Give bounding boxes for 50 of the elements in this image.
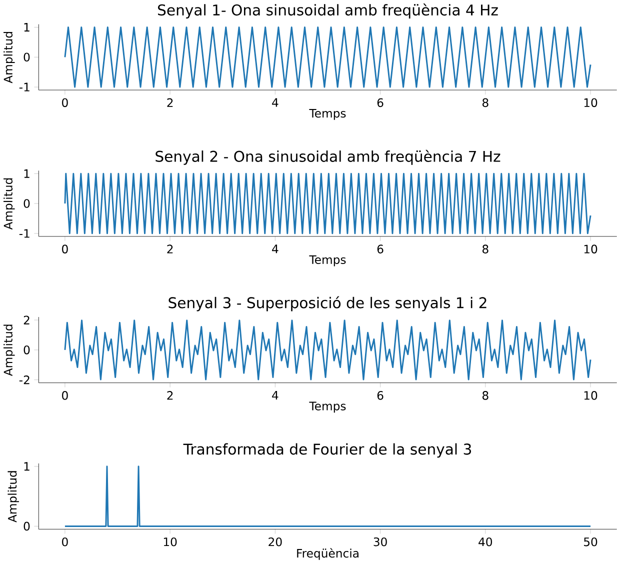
x-tick-label: 4 [272, 98, 278, 107]
x-tick-label: 0 [62, 98, 68, 107]
y-tick-label: -1 [19, 82, 30, 92]
x-tick-label: 4 [272, 244, 278, 253]
chart-title: Senyal 1- Ona sinusoidal amb freqüència 4 Hz [158, 3, 498, 18]
x-axis-title: Temps [309, 108, 346, 120]
y-axis-title: Amplitud [4, 32, 15, 84]
x-tick-label: 10 [164, 537, 177, 546]
line-series [64, 172, 592, 234]
x-tick-label: 6 [377, 244, 384, 254]
x-tick-label: 4 [272, 390, 278, 400]
line-series [64, 319, 592, 380]
x-tick-label: 50 [584, 537, 598, 546]
y-tick-label: 0 [24, 52, 30, 62]
x-tick-label: 8 [482, 244, 488, 254]
y-tick-label: 0 [24, 345, 30, 354]
y-tick-label: 0 [24, 522, 30, 530]
y-tick-label: 2 [24, 316, 30, 324]
y-tick-label: 1 [24, 462, 30, 470]
x-tick-label: 6 [377, 98, 384, 107]
x-tick-label: 40 [478, 537, 492, 546]
x-axis-title: Temps [309, 255, 346, 266]
x-tick-label: 6 [377, 390, 384, 400]
y-tick-label: 1 [24, 22, 30, 32]
y-tick-label: -1 [19, 228, 30, 238]
x-tick-label: 2 [167, 390, 173, 400]
x-tick-label: 10 [584, 390, 598, 400]
x-tick-label: 10 [584, 98, 598, 107]
x-tick-label: 2 [167, 244, 173, 254]
x-tick-label: 8 [482, 390, 488, 400]
y-tick-label: 0 [24, 198, 30, 208]
y-axis-title: Amplitud [4, 178, 15, 230]
chart-title: Senyal 3 - Superposició de les senyals 1 i 2 [168, 296, 486, 312]
y-tick-label: 1 [24, 169, 30, 178]
x-tick-label: 0 [62, 537, 68, 546]
y-axis-title: Amplitud [4, 324, 15, 376]
chart-title: Transformada de Fourier de la senyal 3 [183, 443, 471, 458]
x-tick-label: 8 [482, 98, 488, 107]
x-tick-label: 10 [584, 244, 598, 254]
x-tick-label: 0 [62, 244, 68, 254]
y-tick-label: -2 [19, 375, 30, 384]
x-tick-label: 20 [268, 537, 282, 546]
x-axis-title: Temps [309, 402, 346, 412]
x-axis-title: Freqüència [297, 548, 358, 560]
x-tick-label: 30 [374, 537, 387, 546]
line-series [64, 26, 592, 88]
chart-title: Senyal 2 - Ona sinusoidal amb freqüència 7 Hz [156, 150, 500, 165]
y-axis-title: Amplitud [8, 470, 19, 522]
x-tick-label: 2 [167, 98, 173, 107]
x-tick-label: 0 [62, 390, 68, 400]
